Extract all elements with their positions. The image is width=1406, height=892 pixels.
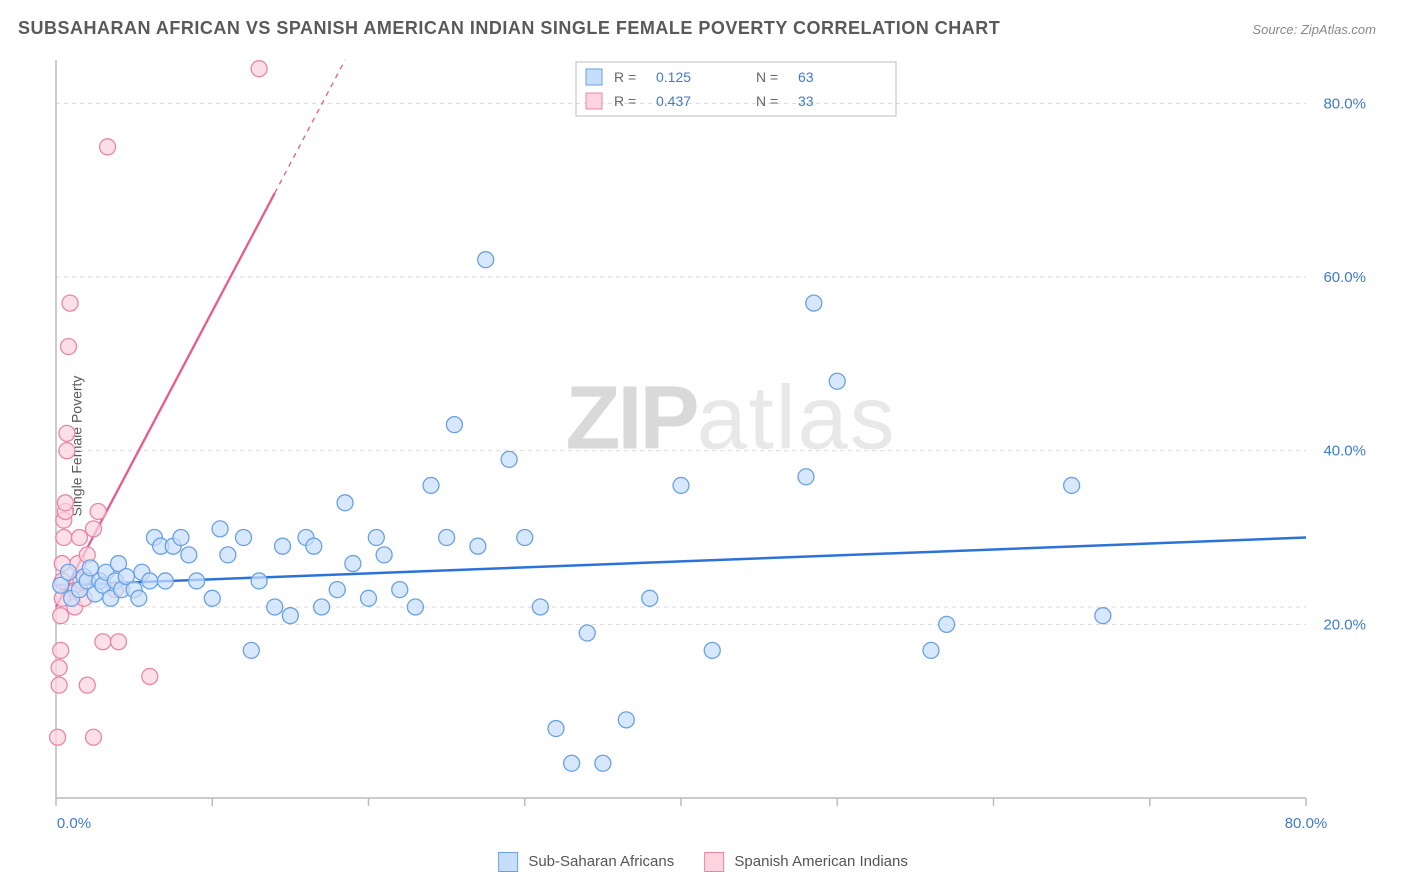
legend-label-subsaharan: Sub-Saharan Africans [528,853,674,870]
source-attribution: Source: ZipAtlas.com [1252,22,1376,37]
svg-text:N =: N = [756,93,778,109]
legend-item-subsaharan: Sub-Saharan Africans [498,852,674,872]
svg-text:R =: R = [614,93,636,109]
svg-text:33: 33 [798,93,814,109]
legend-swatch-subsaharan [498,852,518,872]
svg-text:80.0%: 80.0% [1323,95,1366,112]
series-legend: Sub-Saharan Africans Spanish American In… [498,852,908,872]
scatter-chart: 20.0% 40.0% 60.0% 80.0% 0.0% 80.0% R = 0.125 N =… [46,56,1366,836]
svg-text:60.0%: 60.0% [1323,269,1366,286]
svg-text:80.0%: 80.0% [1285,815,1328,832]
svg-text:20.0%: 20.0% [1323,616,1366,633]
svg-text:R =: R = [614,69,636,85]
svg-text:63: 63 [798,69,814,85]
legend-swatch-spanish [704,852,724,872]
source-label: Source: [1252,22,1297,37]
source-value: ZipAtlas.com [1301,22,1376,37]
svg-text:0.125: 0.125 [656,69,691,85]
svg-text:0.0%: 0.0% [57,815,91,832]
svg-text:N =: N = [756,69,778,85]
svg-text:40.0%: 40.0% [1323,443,1366,460]
svg-text:0.437: 0.437 [656,93,691,109]
legend-item-spanish: Spanish American Indians [704,852,908,872]
chart-title: SUBSAHARAN AFRICAN VS SPANISH AMERICAN I… [18,18,1000,39]
legend-label-spanish: Spanish American Indians [734,853,907,870]
